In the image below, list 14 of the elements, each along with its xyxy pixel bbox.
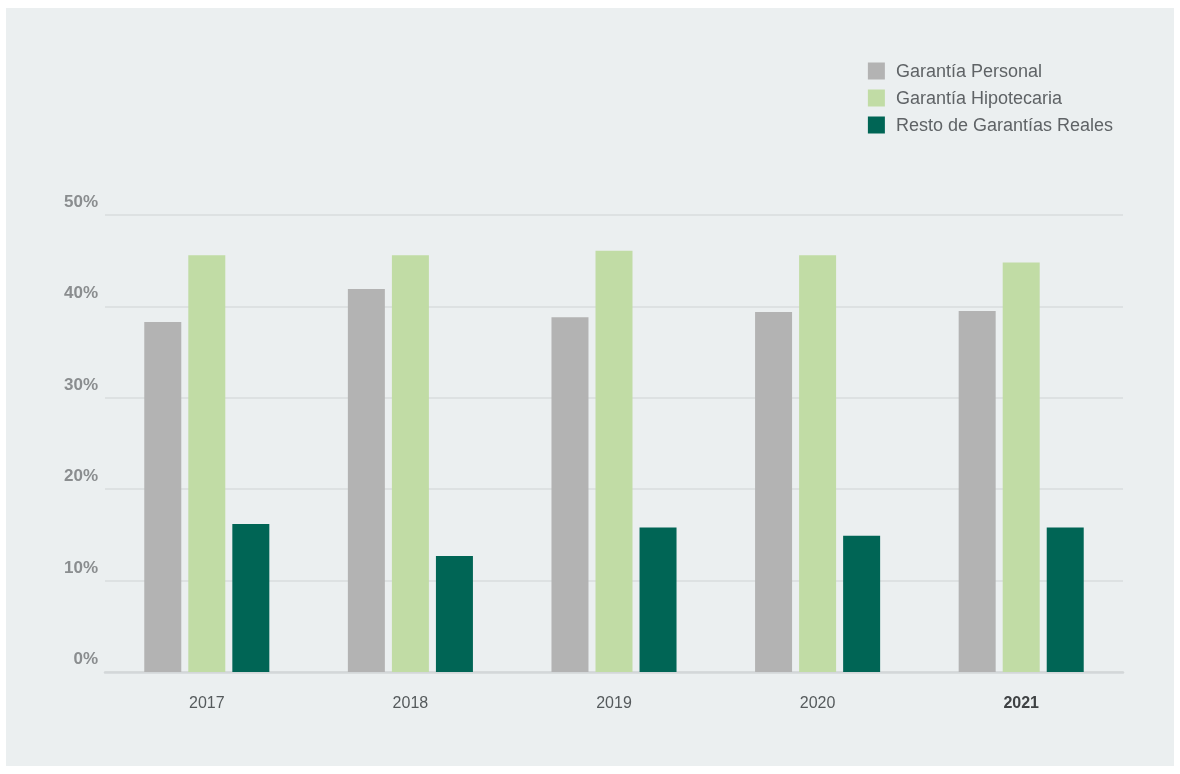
y-tick-label: 10% <box>63 557 98 577</box>
x-tick-label: 2019 <box>596 693 632 711</box>
y-tick-label: 0% <box>73 649 98 668</box>
legend-label: Garantía Hipotecaria <box>895 88 1063 108</box>
x-tick-label: 2021 <box>1003 693 1040 711</box>
y-tick-label: 30% <box>63 374 98 394</box>
x-tick-label: 2020 <box>799 693 836 711</box>
legend-label: Resto de Garantías Reales <box>895 115 1114 135</box>
x-tick-label: 2017 <box>189 693 225 711</box>
legend-label: Garantía Personal <box>895 61 1042 81</box>
x-tick-label: 2018 <box>392 693 429 711</box>
y-tick-label: 50% <box>63 192 98 211</box>
y-tick-label: 20% <box>63 466 98 486</box>
y-tick-label: 40% <box>63 283 98 303</box>
